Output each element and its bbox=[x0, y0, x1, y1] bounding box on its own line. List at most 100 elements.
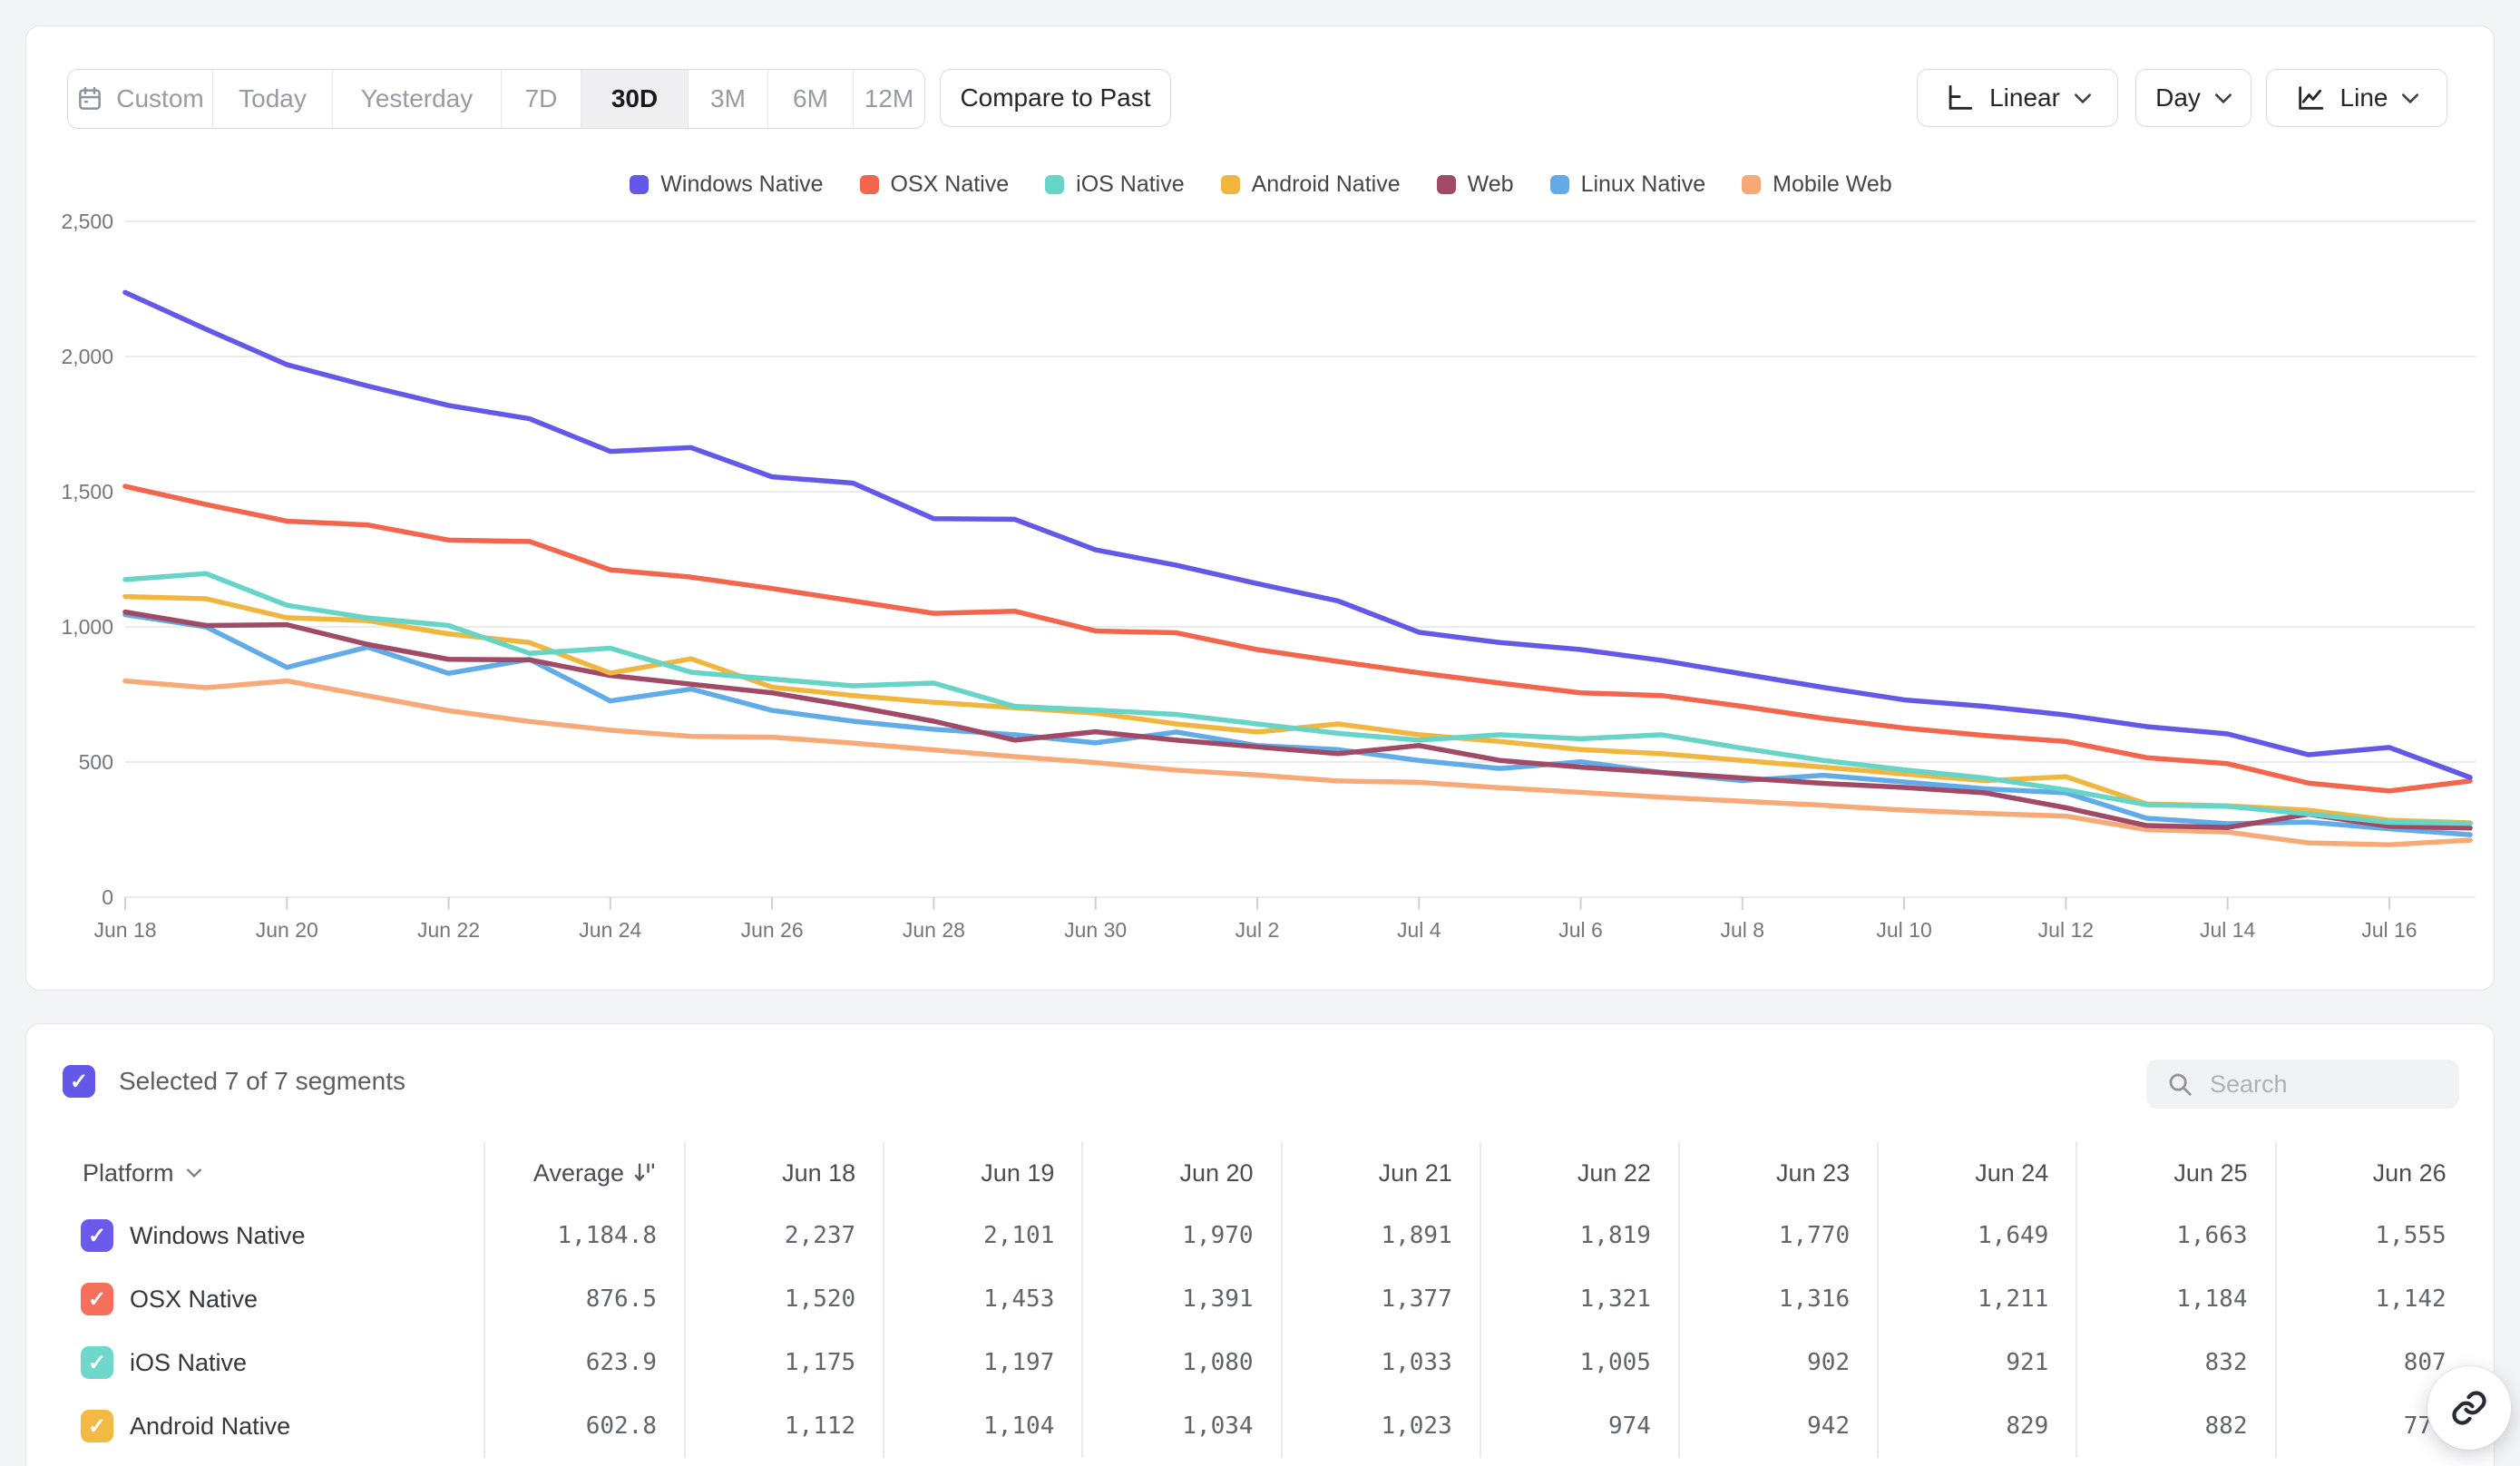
range-tab-today[interactable]: Today bbox=[213, 70, 333, 128]
column-header-label: Jun 22 bbox=[1577, 1158, 1651, 1187]
column-header-jun-21[interactable]: Jun 21 bbox=[1280, 1142, 1480, 1204]
linear-scale-icon bbox=[1944, 83, 1975, 113]
chart-type-dropdown[interactable]: Line bbox=[2266, 69, 2447, 127]
chart-type-label: Line bbox=[2339, 83, 2388, 112]
range-tab-7d[interactable]: 7D bbox=[502, 70, 581, 128]
series-line-osx-native[interactable] bbox=[122, 484, 2473, 794]
series-line-web[interactable] bbox=[122, 609, 2473, 831]
interval-dropdown[interactable]: Day bbox=[2135, 69, 2251, 127]
y-axis-tick-label: 0 bbox=[102, 885, 113, 909]
legend-label: Linux Native bbox=[1580, 171, 1706, 197]
column-header-jun-26[interactable]: Jun 26 bbox=[2274, 1142, 2474, 1204]
link-icon bbox=[2450, 1389, 2488, 1427]
segment-checkbox[interactable]: ✓ bbox=[81, 1283, 113, 1315]
chevron-down-icon bbox=[186, 1168, 201, 1178]
legend-item[interactable]: Web bbox=[1436, 171, 1514, 198]
range-tab-3m[interactable]: 3M bbox=[689, 70, 768, 128]
value-cell: 1,520 bbox=[684, 1267, 883, 1331]
range-tab-30d[interactable]: 30D bbox=[581, 70, 689, 128]
x-axis-tick-label: Jun 28 bbox=[902, 918, 965, 942]
value-cell: 942 bbox=[1677, 1394, 1877, 1458]
legend-item[interactable]: Linux Native bbox=[1549, 171, 1706, 198]
x-axis-tick-label: Jul 6 bbox=[1558, 918, 1603, 942]
x-axis-tick-label: Jul 4 bbox=[1396, 918, 1441, 942]
legend-item[interactable]: Mobile Web bbox=[1742, 171, 1892, 198]
column-header-label: Jun 20 bbox=[1179, 1158, 1254, 1187]
column-header-jun-25[interactable]: Jun 25 bbox=[2076, 1142, 2274, 1204]
legend-item[interactable]: Windows Native bbox=[630, 171, 824, 198]
select-all-checkbox[interactable]: ✓ bbox=[63, 1065, 95, 1098]
column-header-label: Jun 26 bbox=[2372, 1158, 2447, 1187]
value-cell: 1,112 bbox=[684, 1394, 883, 1458]
column-header-jun-22[interactable]: Jun 22 bbox=[1479, 1142, 1678, 1204]
segments-table-card: ✓ Selected 7 of 7 segments Platform Avera… bbox=[25, 1023, 2495, 1466]
column-header-label: Jun 23 bbox=[1776, 1158, 1851, 1187]
column-header-platform[interactable]: Platform bbox=[55, 1142, 483, 1204]
range-tab-label: 7D bbox=[524, 84, 558, 112]
series-line-windows-native[interactable] bbox=[122, 289, 2473, 780]
column-header-jun-18[interactable]: Jun 18 bbox=[684, 1142, 883, 1204]
segment-name: Android Native bbox=[130, 1412, 291, 1440]
legend-item[interactable]: Android Native bbox=[1220, 171, 1401, 198]
x-axis-tick-label: Jun 30 bbox=[1064, 918, 1128, 942]
column-header-jun-24[interactable]: Jun 24 bbox=[1877, 1142, 2076, 1204]
segment-checkbox[interactable]: ✓ bbox=[81, 1219, 113, 1252]
compare-to-past-button[interactable]: Compare to Past bbox=[940, 69, 1171, 127]
value-cell: 882 bbox=[2076, 1394, 2274, 1458]
x-axis-tick-label: Jul 8 bbox=[1720, 918, 1765, 942]
x-axis-tick-label: Jul 2 bbox=[1235, 918, 1280, 942]
segment-checkbox[interactable]: ✓ bbox=[81, 1410, 113, 1442]
column-header-average[interactable]: Average bbox=[483, 1142, 684, 1204]
range-tab-label: Yesterday bbox=[360, 84, 474, 112]
series-line-ios-native[interactable] bbox=[122, 571, 2473, 826]
y-axis-tick-label: 2,500 bbox=[61, 210, 113, 233]
date-range-tabs: Custom Today Yesterday 7D 30D 3M 6M 12M bbox=[67, 69, 925, 129]
copy-link-button[interactable] bbox=[2427, 1366, 2511, 1450]
line-chart[interactable] bbox=[26, 26, 2496, 988]
legend-label: Mobile Web bbox=[1773, 171, 1892, 197]
value-cell: 1,034 bbox=[1081, 1394, 1280, 1458]
calendar-icon bbox=[76, 85, 103, 112]
column-header-jun-23[interactable]: Jun 23 bbox=[1677, 1142, 1877, 1204]
scale-dropdown[interactable]: Linear bbox=[1917, 69, 2118, 127]
range-tab-label: 30D bbox=[610, 84, 659, 112]
value-cell: 1,891 bbox=[1280, 1204, 1480, 1267]
value-cell: 1,819 bbox=[1479, 1204, 1678, 1267]
segment-checkbox[interactable]: ✓ bbox=[81, 1346, 113, 1379]
range-tab-6m[interactable]: 6M bbox=[768, 70, 854, 128]
range-tab-label: 3M bbox=[710, 84, 746, 112]
search-icon bbox=[2166, 1070, 2193, 1098]
value-cell: 974 bbox=[1479, 1394, 1678, 1458]
value-cell: 1,184.8 bbox=[483, 1204, 684, 1267]
value-cell: 602.8 bbox=[483, 1394, 684, 1458]
legend-swatch bbox=[1549, 175, 1569, 194]
series-line-mobile-web[interactable] bbox=[122, 678, 2473, 847]
range-tab-12m[interactable]: 12M bbox=[854, 70, 924, 128]
range-tab-label: 12M bbox=[864, 84, 914, 112]
table-row-label-cell: ✓ Android Native bbox=[55, 1394, 483, 1458]
value-cell: 902 bbox=[1677, 1331, 1877, 1394]
legend-swatch bbox=[1436, 175, 1456, 194]
value-cell: 1,211 bbox=[1877, 1267, 2076, 1331]
range-tab-custom[interactable]: Custom bbox=[68, 70, 213, 128]
search-box[interactable] bbox=[2146, 1060, 2459, 1109]
range-tab-yesterday[interactable]: Yesterday bbox=[333, 70, 502, 128]
legend-label: iOS Native bbox=[1076, 171, 1185, 197]
legend-item[interactable]: iOS Native bbox=[1045, 171, 1185, 198]
legend-label: Windows Native bbox=[660, 171, 824, 197]
search-input[interactable] bbox=[2208, 1069, 2429, 1100]
legend-item[interactable]: OSX Native bbox=[859, 171, 1009, 198]
series-line-android-native[interactable] bbox=[122, 593, 2473, 826]
value-cell: 1,555 bbox=[2274, 1204, 2474, 1267]
x-axis-tick-label: Jul 12 bbox=[2037, 918, 2095, 942]
column-header-label: Jun 25 bbox=[2173, 1158, 2248, 1187]
column-header-label: Jun 24 bbox=[1975, 1158, 2049, 1187]
value-cell: 1,142 bbox=[2274, 1267, 2474, 1331]
y-axis-tick-label: 1,500 bbox=[61, 480, 113, 503]
column-header-jun-20[interactable]: Jun 20 bbox=[1081, 1142, 1280, 1204]
value-cell: 1,649 bbox=[1877, 1204, 2076, 1267]
column-header-jun-19[interactable]: Jun 19 bbox=[883, 1142, 1081, 1204]
compare-to-past-label: Compare to Past bbox=[960, 83, 1151, 112]
range-tab-label: Today bbox=[239, 84, 307, 112]
